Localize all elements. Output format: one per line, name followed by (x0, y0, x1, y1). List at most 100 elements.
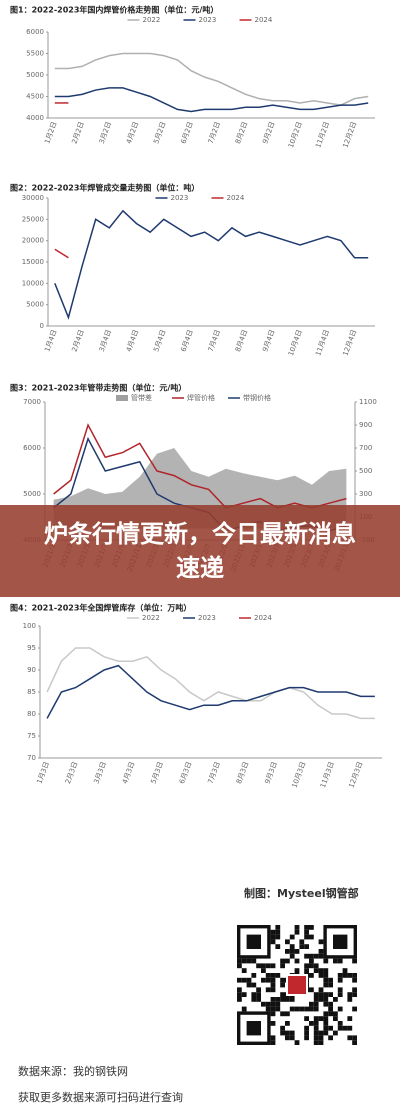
qr-cell (280, 982, 285, 988)
qr-cell (241, 992, 247, 997)
x-tick-label: 11月3日 (319, 761, 336, 789)
qr-cell (347, 997, 353, 1002)
qr-cell (261, 977, 266, 983)
legend-label: 2022 (143, 16, 161, 24)
y-tick-label: 6000 (26, 28, 44, 36)
qr-cell (318, 939, 324, 945)
qr-cell (280, 1030, 285, 1036)
qr-cell (318, 987, 324, 993)
qr-cell (270, 939, 276, 945)
qr-cell (352, 977, 357, 983)
y-tick-label: 25000 (22, 215, 44, 223)
qr-cell (313, 1021, 319, 1026)
qr-cell (304, 963, 309, 969)
legend-label: 2024 (254, 614, 272, 622)
x-tick-label: 10月2日 (287, 121, 304, 149)
qr-cell (265, 1006, 271, 1012)
qr-cell (328, 1035, 333, 1041)
qr-cell (323, 958, 329, 964)
qr-cell (304, 968, 309, 973)
qr-cell (265, 973, 271, 978)
qr-cell (275, 925, 281, 930)
qr-cell (270, 1006, 276, 1012)
y-tick-label: 95 (27, 644, 36, 652)
legend-label: 2023 (198, 614, 216, 622)
qr-cell (352, 973, 357, 978)
qr-cell (270, 982, 276, 988)
qr-cell (294, 925, 300, 930)
qr-cell (270, 973, 276, 978)
qr-finder (246, 1021, 261, 1036)
qr-cell (237, 987, 242, 993)
qr-cell (309, 1001, 314, 1007)
x-tick-label: 3月3日 (93, 761, 108, 785)
qr-cell (299, 1006, 305, 1012)
qr-cell (323, 968, 329, 973)
qr-cell (280, 992, 285, 997)
qr-cell (304, 934, 309, 940)
qr-cell (318, 973, 324, 978)
x-tick-label: 12月3日 (348, 761, 365, 789)
qr-cell (323, 997, 329, 1002)
qr-cell (313, 953, 319, 959)
qr-cell (323, 1030, 329, 1036)
x-tick-label: 10月4日 (287, 329, 304, 357)
x-tick-label: 2月3日 (64, 761, 79, 785)
qr-cell (318, 997, 324, 1002)
qr-logo (286, 974, 308, 996)
qr-cell (323, 977, 329, 983)
qr-cell (241, 968, 247, 973)
y-tick-label: 80 (27, 710, 36, 718)
y-tick-label: 5000 (26, 71, 44, 79)
qr-cell (265, 987, 271, 993)
qr-cell (256, 987, 261, 993)
y-tick-label: 4500 (26, 93, 44, 101)
qr-cell (285, 939, 290, 945)
x-tick-label: 8月3日 (235, 761, 250, 785)
qr-cell (352, 987, 357, 993)
line (53, 423, 347, 509)
qr-cell (323, 1016, 329, 1021)
x-tick-label: 5月4日 (152, 329, 167, 353)
x-tick-label: 3月2日 (98, 121, 113, 145)
qr-cell (289, 953, 295, 959)
qr-cell (337, 1006, 343, 1012)
qr-cell (337, 1025, 343, 1031)
qr-cell (337, 958, 343, 964)
x-tick-label: 6月4日 (179, 329, 194, 353)
x-tick-label: 8月2日 (234, 121, 249, 145)
qr-cell (280, 958, 285, 964)
y-tick-label: 5500 (26, 50, 44, 58)
qr-cell (241, 958, 247, 964)
legend-label: 焊管价格 (187, 393, 215, 402)
y-tick-label: 5000 (26, 301, 44, 309)
qr-cell (333, 1030, 338, 1036)
qr-cell (318, 1016, 324, 1021)
qr-cell (251, 997, 257, 1002)
qr-cell (337, 977, 343, 983)
qr-cell (333, 1016, 338, 1021)
x-tick-label: 7月4日 (207, 329, 222, 353)
qr-cell (270, 977, 276, 983)
qr-cell (270, 997, 276, 1002)
x-tick-label: 10月3日 (291, 761, 308, 789)
qr-cell (352, 992, 357, 997)
line (54, 87, 369, 113)
qr-cell (328, 977, 333, 983)
x-tick-label: 6月2日 (179, 121, 194, 145)
qr-cell (309, 987, 314, 993)
qr-cell (318, 968, 324, 973)
qr-cell (261, 1001, 266, 1007)
qr-cell (270, 1011, 276, 1017)
x-tick-label: 9月3日 (264, 761, 279, 785)
qr-cell (251, 958, 257, 964)
x-tick-label: 7月2日 (207, 121, 222, 145)
qr-cell (294, 968, 300, 973)
qr-cell (270, 1001, 276, 1007)
x-tick-label: 6月3日 (178, 761, 193, 785)
qr-cell (304, 1016, 309, 1021)
qr-cell (313, 992, 319, 997)
y-tick-label: 70 (27, 754, 36, 762)
qr-cell (323, 1001, 329, 1007)
